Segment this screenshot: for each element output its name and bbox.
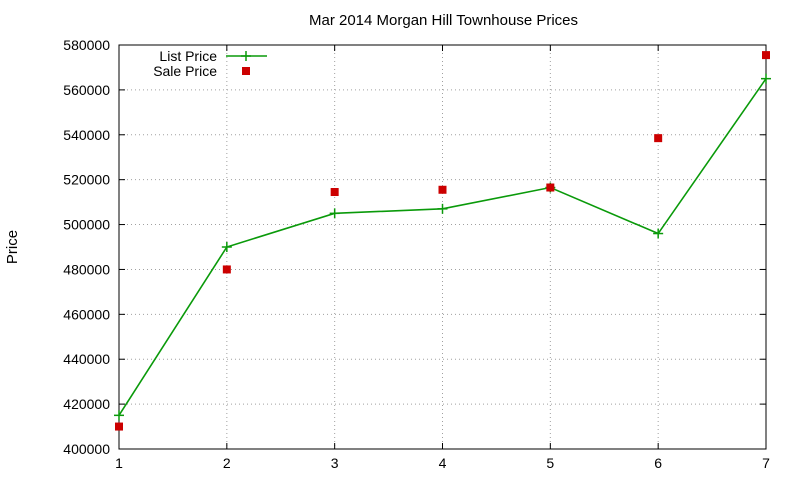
list-price-point — [653, 228, 664, 239]
list-price-point — [221, 242, 232, 252]
legend-marker-list-price — [241, 51, 251, 61]
legend: List Price Sale Price — [153, 48, 267, 79]
sale-price-point — [654, 134, 663, 143]
sale-price-point — [222, 265, 231, 274]
sale-price-point — [546, 183, 555, 192]
legend-label-sale-price: Sale Price — [153, 63, 217, 79]
y-tick-label: 420000 — [63, 396, 110, 412]
y-tick-label: 440000 — [63, 351, 110, 367]
sale-price-point — [330, 188, 339, 197]
sale-price-point — [762, 51, 770, 60]
x-tick-label: 3 — [331, 455, 339, 471]
y-tick-label: 400000 — [63, 441, 110, 457]
legend-label-list-price: List Price — [159, 48, 217, 64]
legend-marker-sale-price — [242, 67, 250, 75]
y-tick-label: 480000 — [63, 261, 110, 277]
axis-ticks: 1 2 3 4 5 6 7 400000 420000 440000 460000 480000 500… — [63, 37, 770, 471]
x-tick-label: 2 — [223, 455, 231, 471]
y-tick-label: 500000 — [63, 217, 110, 233]
x-tick-label: 5 — [546, 455, 554, 471]
list-price-point — [114, 410, 124, 421]
x-tick-label: 7 — [762, 455, 770, 471]
sale-price-point — [438, 185, 447, 194]
list-price-point — [329, 208, 340, 219]
y-tick-label: 520000 — [63, 172, 110, 188]
list-price-point — [437, 203, 448, 214]
x-tick-label: 6 — [654, 455, 662, 471]
sale-price-point — [115, 422, 123, 431]
y-tick-label: 460000 — [63, 306, 110, 322]
x-tick-label: 4 — [439, 455, 447, 471]
series-layer — [114, 51, 771, 431]
grid-lines — [119, 45, 766, 449]
y-axis-label: Price — [4, 230, 21, 264]
chart-title: Mar 2014 Morgan Hill Townhouse Prices — [309, 12, 578, 29]
x-tick-label: 1 — [115, 455, 123, 471]
list-price-point — [761, 73, 771, 84]
y-tick-label: 560000 — [63, 82, 110, 98]
y-tick-label: 580000 — [63, 37, 110, 53]
y-tick-label: 540000 — [63, 127, 110, 143]
